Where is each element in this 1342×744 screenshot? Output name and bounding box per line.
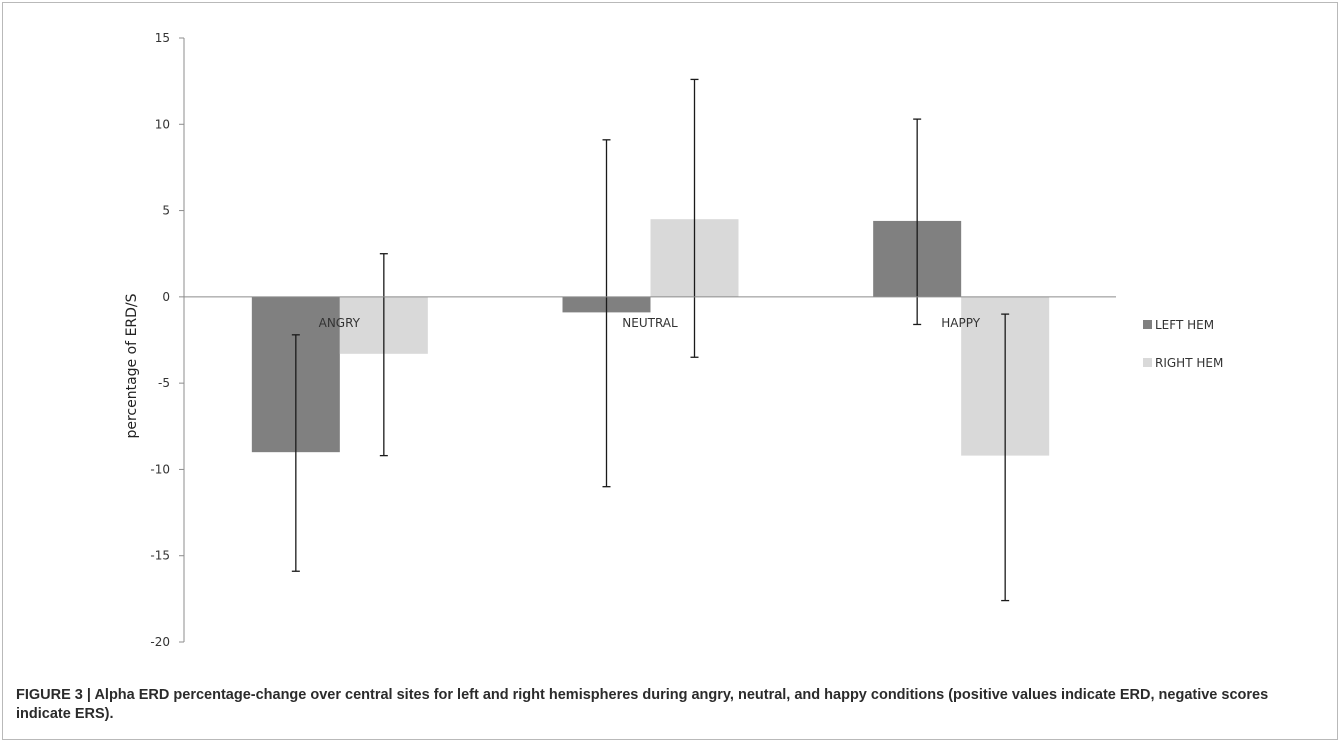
y-tick-label: -20 (150, 635, 170, 649)
y-axis: 15 10 5 0 -5 -10 -15 -20 (150, 31, 185, 649)
y-tick-label: 5 (162, 204, 170, 218)
legend-swatch-right-hem (1143, 358, 1152, 367)
y-tick-label: -5 (158, 376, 170, 390)
error-bar-right-hem-happy (1001, 313, 1010, 602)
y-tick-label: 0 (162, 290, 170, 304)
legend-swatch-left-hem (1143, 320, 1152, 329)
category-label-neutral: NEUTRAL (622, 316, 678, 330)
error-bar-left-hem-neutral (602, 139, 611, 488)
y-tick-label: -15 (150, 549, 170, 563)
legend: LEFT HEM RIGHT HEM (1143, 318, 1223, 370)
category-label-happy: HAPPY (941, 316, 980, 330)
category-labels: ANGRY NEUTRAL HAPPY (319, 316, 981, 330)
bar-chart: 15 10 5 0 -5 -10 -15 -20 ANGRY NEUTRAL HAPPY perc… (124, 31, 1223, 649)
legend-label-right-hem: RIGHT HEM (1155, 356, 1223, 370)
error-bar-right-hem-neutral (690, 78, 699, 358)
error-bar-right-hem-angry (379, 253, 388, 457)
figure-caption: FIGURE 3 | Alpha ERD percentage-change o… (16, 687, 1269, 722)
y-tick-label: -10 (150, 462, 170, 476)
error-bar-left-hem-angry (291, 334, 300, 572)
y-tick-label: 15 (155, 31, 170, 45)
category-label-angry: ANGRY (319, 316, 361, 330)
error-bar-left-hem-happy (913, 118, 922, 326)
bars (251, 219, 1050, 456)
error-bars (291, 78, 1010, 602)
y-tick-label: 10 (155, 117, 170, 131)
y-axis-title: percentage of ERD/S (124, 293, 140, 438)
legend-label-left-hem: LEFT HEM (1155, 318, 1214, 332)
